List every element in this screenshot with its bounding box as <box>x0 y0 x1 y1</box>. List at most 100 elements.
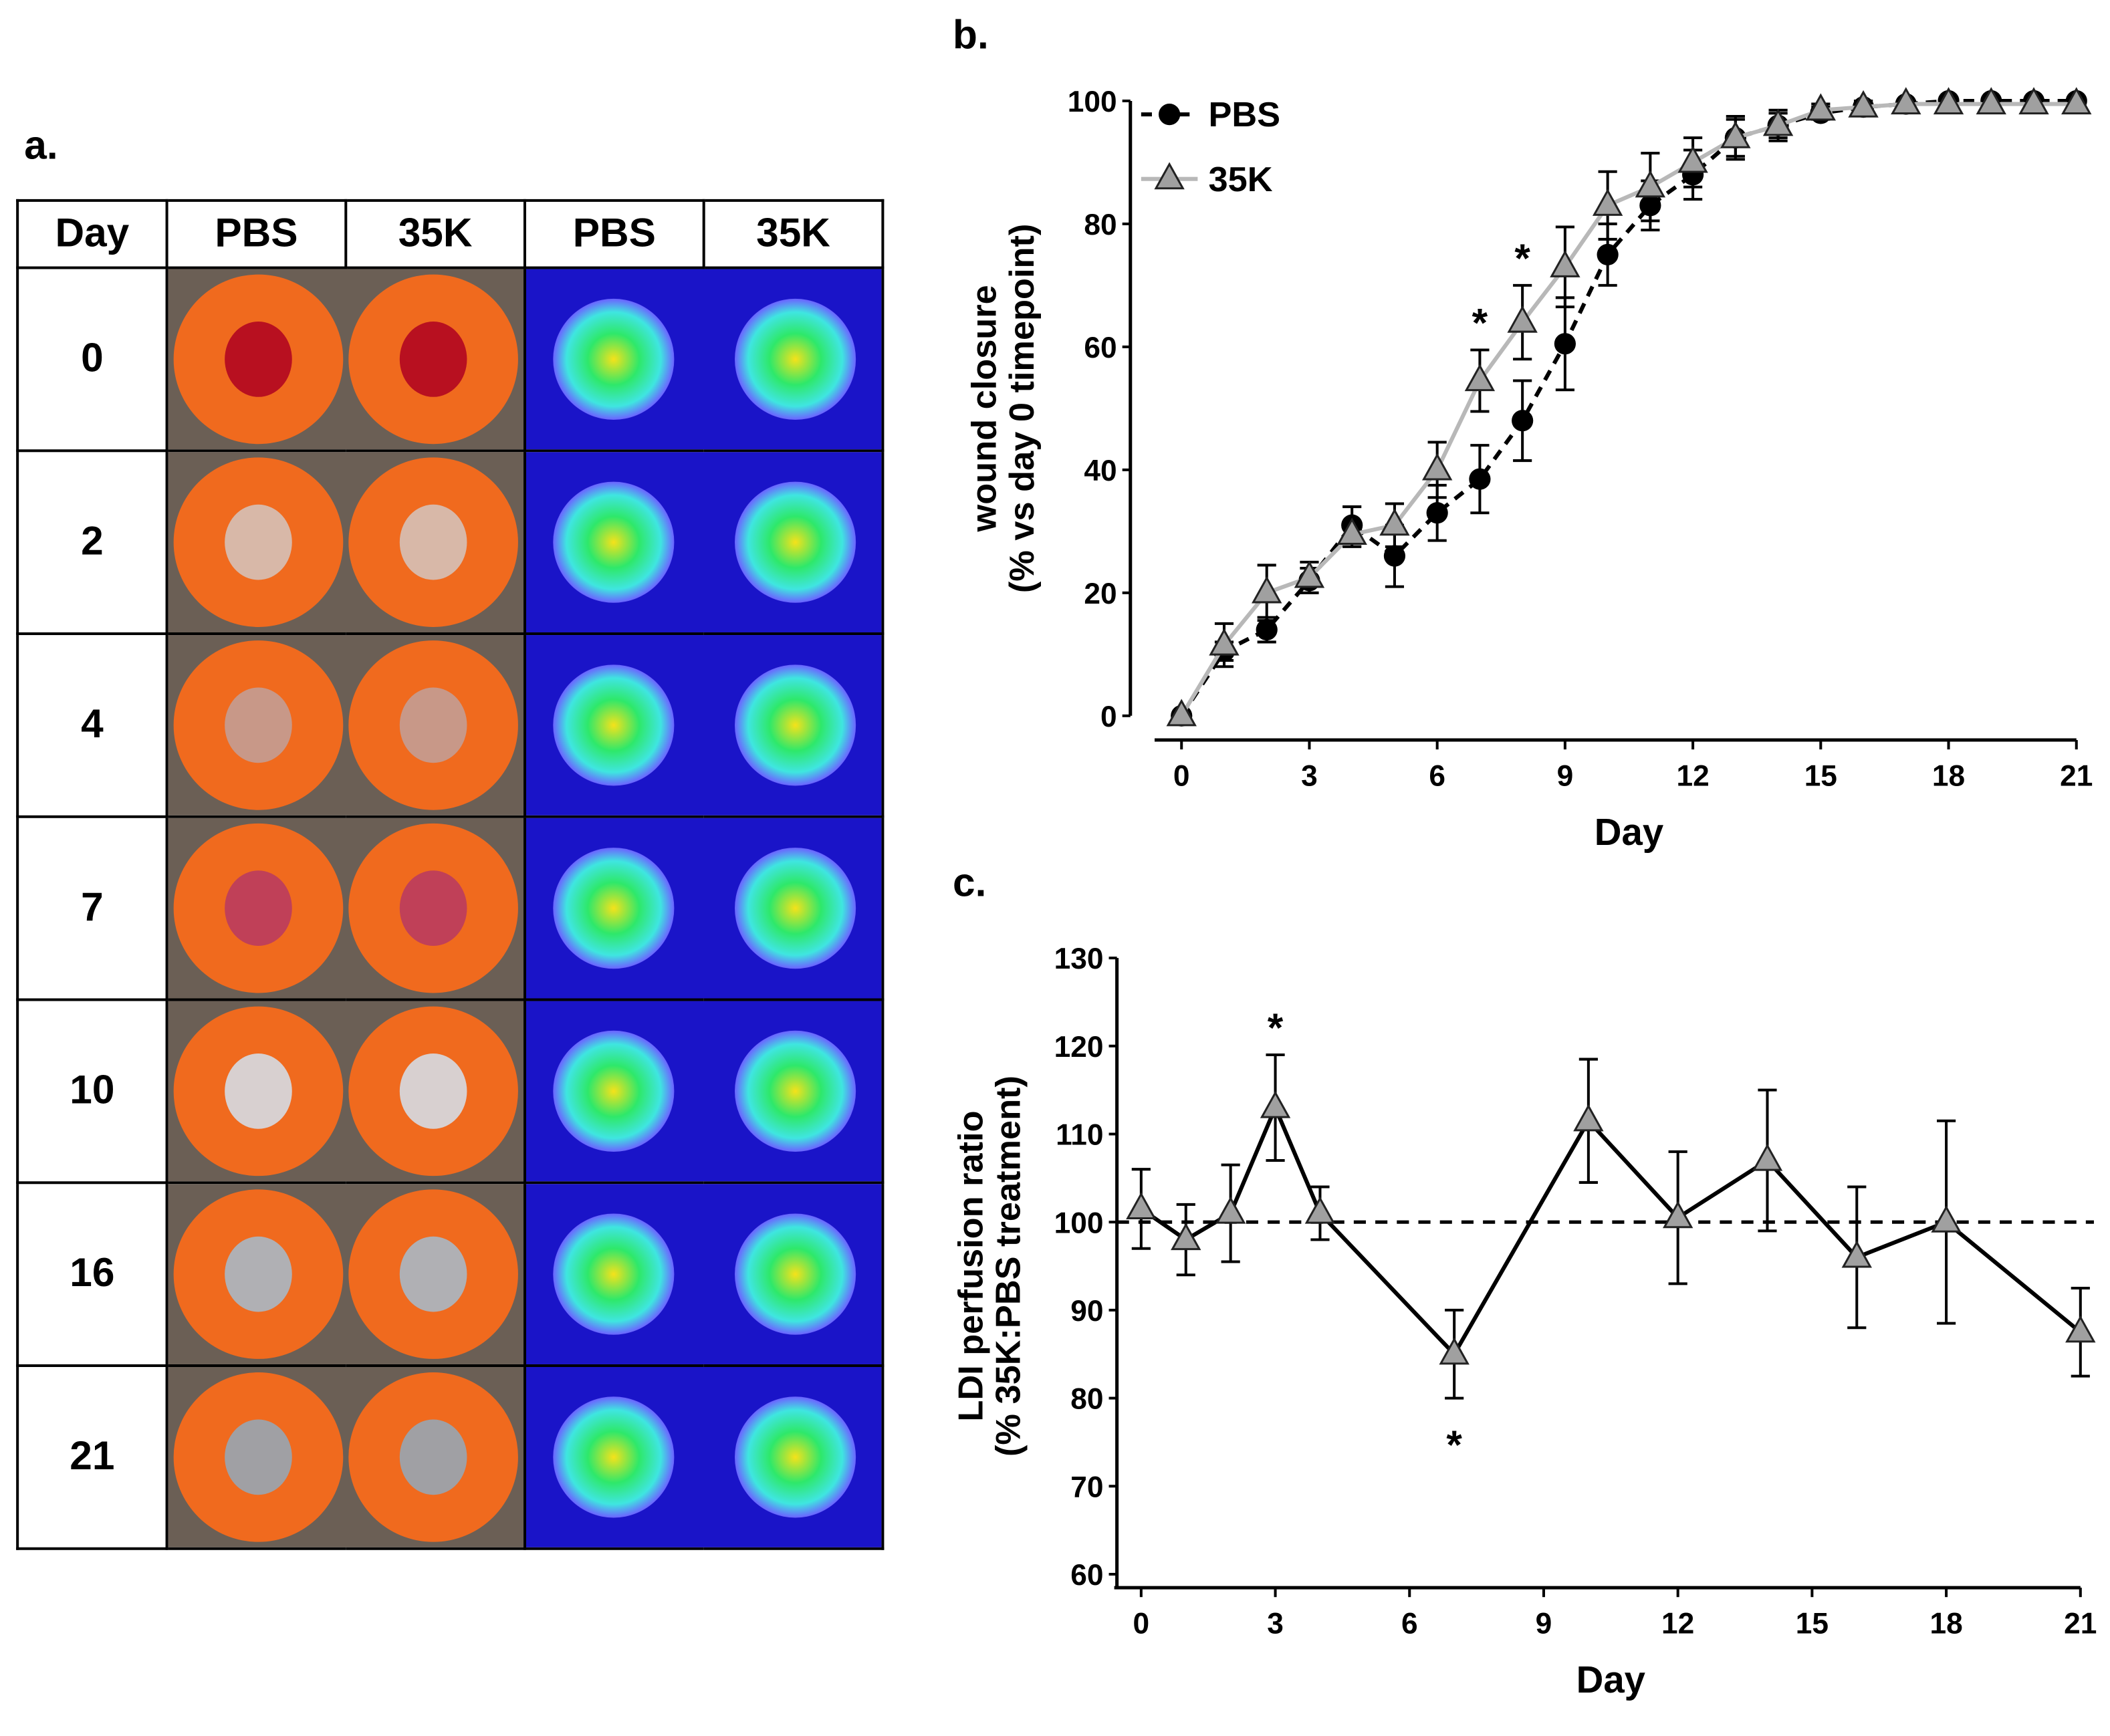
day-cell: 21 <box>16 1364 168 1550</box>
data-point-35K <box>1805 93 1837 121</box>
panel-label-b: b. <box>953 13 989 58</box>
data-point-35K <box>2018 87 2049 115</box>
35k-splint-ring <box>348 823 518 993</box>
35k-perfusion-blob <box>734 481 856 603</box>
day-cell: 0 <box>16 266 168 453</box>
column-header: PBS <box>165 199 348 269</box>
35k-perfusion-blob <box>734 664 856 786</box>
data-point-35K <box>1550 250 1580 277</box>
significance-marker: * <box>1268 1005 1284 1050</box>
data-point-35K:PBS <box>1573 1104 1604 1132</box>
x-tick-label: 12 <box>1661 1608 1694 1640</box>
y-tick-label: 130 <box>1054 943 1104 975</box>
x-tick-label: 6 <box>1429 759 1445 792</box>
35k-splint-ring <box>348 274 518 445</box>
pbs-perfusion-blob <box>553 664 675 786</box>
y-tick-label: 120 <box>1054 1031 1104 1064</box>
y-tick-label: 100 <box>1054 1207 1104 1239</box>
data-point-35K:PBS <box>2065 1315 2096 1343</box>
pbs-perfusion-blob <box>553 848 675 969</box>
significance-marker: * <box>1514 235 1530 281</box>
y-tick-label: 0 <box>1100 701 1117 733</box>
wound-photo <box>168 1367 523 1547</box>
table-row: 2 <box>16 449 885 636</box>
pbs-perfusion-blob <box>553 481 675 603</box>
x-tick-label: 12 <box>1676 759 1709 792</box>
x-tick-label: 3 <box>1301 759 1318 792</box>
x-tick-label: 18 <box>1932 759 1965 792</box>
significance-marker: * <box>1446 1422 1462 1467</box>
table-row: 7 <box>16 815 885 1001</box>
legend-pbs-label: PBS <box>1208 96 1280 134</box>
table-header-row: Day PBS 35K PBS 35K <box>16 199 885 269</box>
data-point-35K <box>1252 576 1282 604</box>
y-tick-label: 110 <box>1056 1119 1103 1152</box>
legend-35k-marker <box>1154 162 1185 190</box>
35k-perfusion-blob <box>734 1213 856 1335</box>
35k-perfusion-blob <box>734 298 856 420</box>
data-point-35K:PBS <box>1439 1337 1470 1365</box>
35k-perfusion-blob <box>734 1396 856 1518</box>
data-point-35K:PBS <box>1260 1090 1291 1118</box>
column-header: 35K <box>344 199 527 269</box>
data-point-PBS <box>1383 545 1406 567</box>
data-point-PBS <box>1469 468 1491 490</box>
data-point-35K:PBS <box>1126 1192 1157 1220</box>
data-point-35K <box>1379 508 1410 536</box>
x-tick-label: 0 <box>1133 1608 1150 1640</box>
ldi-perfusion-image <box>526 635 882 816</box>
x-tick-label: 9 <box>1536 1608 1552 1640</box>
x-tick-label: 6 <box>1401 1608 1418 1640</box>
data-point-PBS <box>1512 410 1534 432</box>
x-tick-label: 0 <box>1173 759 1190 792</box>
pbs-splint-ring <box>173 823 344 993</box>
significance-marker: * <box>1472 299 1488 345</box>
ldi-perfusion-image <box>526 269 882 450</box>
data-point-35K <box>1294 560 1325 588</box>
pbs-splint-ring <box>173 274 344 445</box>
data-point-35K <box>1421 453 1453 481</box>
wound-image-table: Day PBS 35K PBS 35K 0 2 4 7 1 <box>16 199 885 1550</box>
x-tick-label: 9 <box>1557 759 1574 792</box>
ldi-perfusion-image <box>526 818 882 999</box>
pbs-perfusion-blob <box>553 1396 675 1518</box>
y-tick-label: 60 <box>1084 332 1117 364</box>
35k-splint-ring <box>348 1189 518 1359</box>
y-axis-label: wound closure <box>965 285 1004 532</box>
data-point-35K <box>1976 87 2006 115</box>
y-tick-label: 70 <box>1070 1471 1103 1503</box>
data-point-35K <box>1891 87 1921 115</box>
column-header: Day <box>16 199 168 269</box>
data-point-35K:PBS <box>1171 1223 1201 1251</box>
wound-photo <box>168 1184 523 1364</box>
data-point-35K <box>2061 87 2092 115</box>
y-tick-label: 100 <box>1068 86 1117 118</box>
pbs-splint-ring <box>173 1372 344 1542</box>
data-point-35K <box>1166 699 1197 727</box>
day-cell: 2 <box>16 449 168 636</box>
series-line-PBS <box>1179 98 2077 717</box>
wound-photo <box>168 452 523 633</box>
ldi-perfusion-image <box>526 452 882 633</box>
y-tick-label: 60 <box>1070 1559 1103 1592</box>
35k-perfusion-blob <box>734 1030 856 1152</box>
35k-splint-ring <box>348 1006 518 1176</box>
data-point-35K <box>1592 189 1623 216</box>
data-point-35K:PBS <box>1931 1205 1962 1233</box>
35k-splint-ring <box>348 457 518 627</box>
pbs-splint-ring <box>173 1006 344 1176</box>
series-line-35K <box>1179 102 2077 717</box>
x-axis-label: Day <box>1576 1658 1646 1701</box>
pbs-splint-ring <box>173 640 344 810</box>
data-point-35K <box>1677 145 1708 173</box>
day-cell: 4 <box>16 632 168 818</box>
y-axis-label-sub: (% vs day 0 timepoint) <box>1003 224 1042 593</box>
table-row: 21 <box>16 1364 885 1550</box>
day-cell: 16 <box>16 1181 168 1368</box>
data-point-35K <box>1933 87 1964 115</box>
x-tick-label: 18 <box>1929 1608 1962 1640</box>
panel-label-c: c. <box>953 861 987 906</box>
x-tick-label: 15 <box>1804 759 1837 792</box>
data-point-35K <box>1209 628 1240 656</box>
